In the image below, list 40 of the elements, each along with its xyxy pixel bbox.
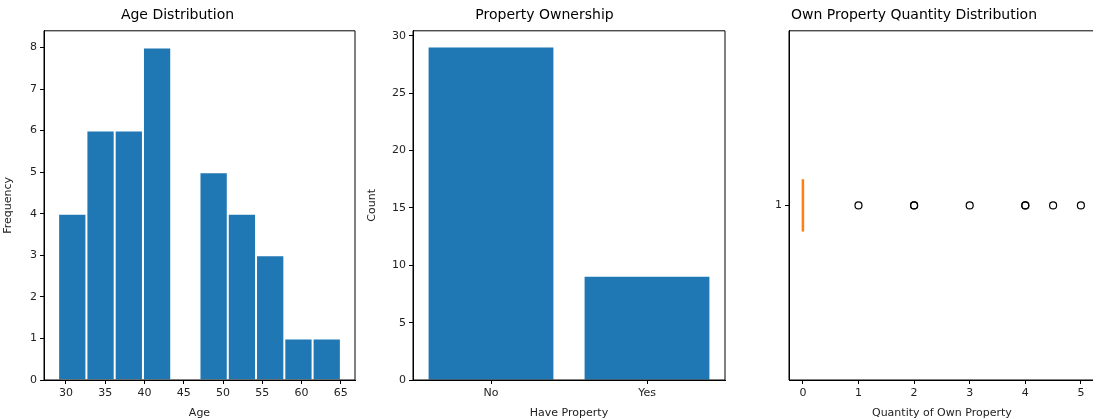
x-tick-label: 0 xyxy=(799,386,807,400)
y-axis-title: Frequency xyxy=(1,176,15,234)
y-tick-label: 20 xyxy=(392,143,406,157)
x-tick-label: 60 xyxy=(294,386,309,400)
y-tick-label: 4 xyxy=(30,206,37,220)
y-tick-label: 15 xyxy=(392,200,406,214)
x-axis-title: Have Property xyxy=(529,406,609,420)
chart-title: Age Distribution xyxy=(120,6,235,23)
y-tick-label: 0 xyxy=(30,372,37,386)
x-tick-label: 2 xyxy=(910,386,918,400)
y-tick-label: 5 xyxy=(399,315,406,329)
x-tick-label: Yes xyxy=(637,386,657,400)
x-tick-label: 5 xyxy=(1077,386,1085,400)
y-tick-label: 0 xyxy=(399,372,406,386)
y-tick-label: 6 xyxy=(30,123,37,137)
y-tick-label: 30 xyxy=(392,28,406,42)
x-tick-label: 30 xyxy=(58,386,73,400)
y-tick-label: 8 xyxy=(30,40,37,54)
x-tick-label: 50 xyxy=(216,386,231,400)
x-tick-label: 65 xyxy=(333,386,348,400)
y-axis-title: Count xyxy=(365,188,379,222)
x-tick-label: 40 xyxy=(137,386,152,400)
x-tick-label: 1 xyxy=(855,386,862,400)
x-tick-label: 55 xyxy=(255,386,270,400)
x-axis-title: Quantity of Own Property xyxy=(871,406,1013,420)
x-tick-label: 45 xyxy=(176,386,191,400)
chart-title: Own Property Quantity Distribution xyxy=(790,6,1038,23)
x-tick-label: 35 xyxy=(98,386,113,400)
y-tick-label: 3 xyxy=(30,248,37,262)
y-tick-label: 7 xyxy=(30,81,37,95)
x-tick-label: 4 xyxy=(1021,386,1029,400)
y-tick-label: 5 xyxy=(30,165,37,178)
chart-title: Property Ownership xyxy=(475,6,614,23)
x-tick-label: 3 xyxy=(966,386,974,400)
y-tick-label: 25 xyxy=(392,86,406,100)
x-tick-label: No xyxy=(483,386,499,400)
y-tick-label: 2 xyxy=(30,289,37,303)
y-tick-label: 10 xyxy=(392,258,406,272)
y-tick-label: 1 xyxy=(30,331,37,345)
x-axis-title: Age xyxy=(188,406,211,420)
